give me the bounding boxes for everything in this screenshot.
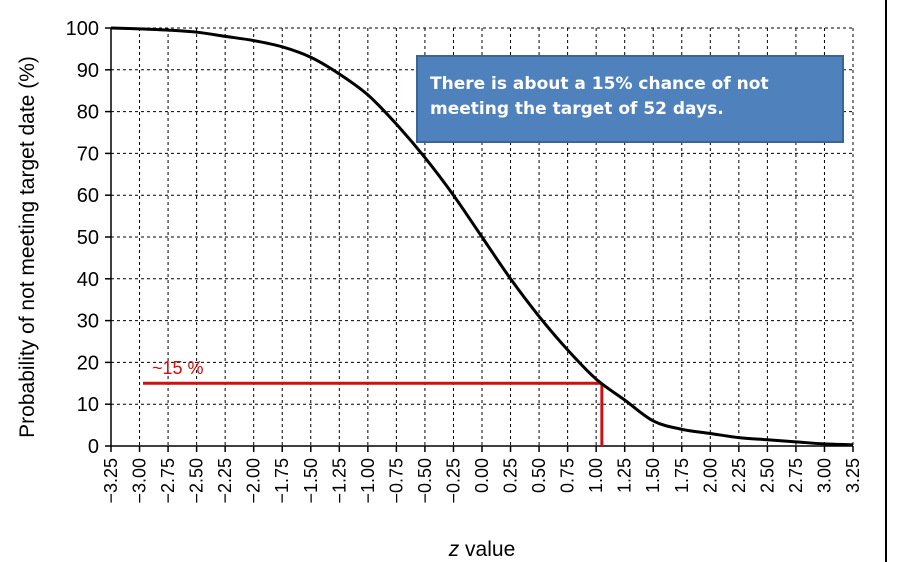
x-tick-label: −2.00 xyxy=(244,458,264,504)
x-tick-label: −2.75 xyxy=(158,458,178,504)
y-tick-label: 60 xyxy=(77,185,99,207)
x-axis-title-variable: z xyxy=(448,538,460,561)
callout-text: There is about a 15% chance of not meeti… xyxy=(430,74,769,119)
y-tick-label: 80 xyxy=(77,102,99,124)
x-tick-label: 0.00 xyxy=(472,458,492,493)
y-tick-label: 40 xyxy=(77,269,99,291)
y-tick-label: 70 xyxy=(77,143,99,165)
callout-box: There is about a 15% chance of not meeti… xyxy=(416,55,844,143)
x-tick-label: 1.25 xyxy=(615,458,635,493)
axes xyxy=(105,27,854,452)
y-tick-label: 90 xyxy=(77,60,99,82)
x-tick-label: −1.25 xyxy=(329,458,349,504)
y-tick-label: 0 xyxy=(88,436,99,458)
y-tick-label: 30 xyxy=(77,311,99,333)
x-tick-label: 1.75 xyxy=(672,458,692,493)
x-tick-label: 2.00 xyxy=(700,458,720,493)
x-tick-labels: −3.25 −3.00 −2.75 −2.50 −2.25 −2.00 −1.75 −1.50… xyxy=(101,458,863,504)
y-tick-labels: 0 10 20 30 40 50 60 70 80 90 100 xyxy=(66,18,99,458)
y-axis-title: Probability of not meeting target date (… xyxy=(16,56,39,438)
x-tick-label: 0.75 xyxy=(558,458,578,493)
x-axis-title: z value xyxy=(448,538,516,561)
x-tick-label: 2.25 xyxy=(729,458,749,493)
x-tick-label: 0.50 xyxy=(529,458,549,493)
x-tick-label: −3.25 xyxy=(101,458,121,504)
y-tick-label: 10 xyxy=(77,394,99,416)
x-tick-label: −2.50 xyxy=(187,458,207,504)
y-tick-label: 20 xyxy=(77,352,99,374)
x-tick-label: 0.25 xyxy=(501,458,521,493)
x-tick-label: −3.00 xyxy=(130,458,150,504)
x-tick-label: 1.50 xyxy=(643,458,663,493)
annotation-lines xyxy=(143,381,604,446)
frame-border xyxy=(885,0,887,562)
x-tick-label: −1.75 xyxy=(272,458,292,504)
x-tick-label: 3.00 xyxy=(814,458,834,493)
x-tick-label: −0.75 xyxy=(386,458,406,504)
x-tick-label: −1.00 xyxy=(358,458,378,504)
x-tick-label: −2.25 xyxy=(215,458,235,504)
probability-curve xyxy=(110,26,854,447)
x-tick-label: −0.25 xyxy=(443,458,463,504)
y-tick-label: 50 xyxy=(77,227,99,249)
x-tick-label: 1.00 xyxy=(586,458,606,493)
x-tick-label: 3.25 xyxy=(843,458,863,493)
annotation-label: ~15 % xyxy=(152,358,204,378)
x-tick-label: −0.50 xyxy=(415,458,435,504)
x-tick-label: 2.75 xyxy=(786,458,806,493)
x-tick-label: −1.50 xyxy=(301,458,321,504)
x-tick-label: 2.50 xyxy=(757,458,777,493)
x-axis-title-rest: value xyxy=(459,538,515,561)
y-tick-label: 100 xyxy=(66,18,99,40)
